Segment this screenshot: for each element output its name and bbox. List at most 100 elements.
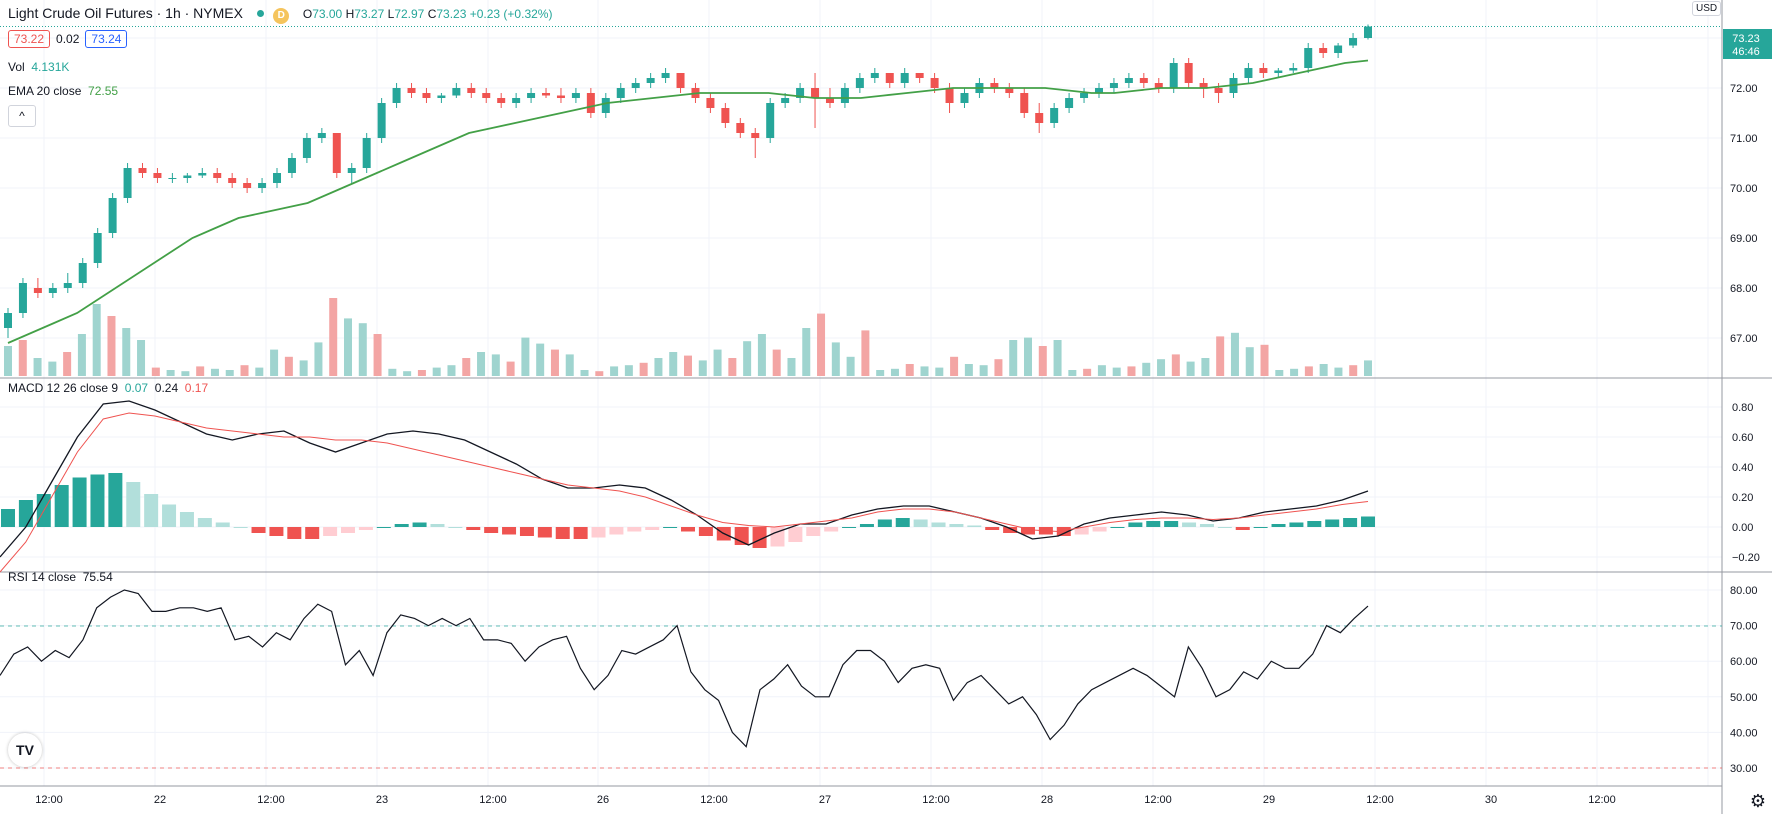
candle-body: [1349, 38, 1358, 46]
candle-body: [108, 198, 117, 233]
volume-bar: [772, 349, 781, 376]
volume-bar: [48, 361, 57, 376]
macd-histogram-bar: [430, 524, 445, 527]
candle-body: [512, 98, 521, 103]
macd-histogram-bar: [394, 524, 409, 527]
candle-body: [273, 173, 282, 183]
candle-body: [1259, 68, 1268, 73]
volume-bar: [846, 356, 855, 376]
candle-body: [48, 288, 57, 293]
volume-bar: [979, 365, 988, 376]
rsi-tick-label: 40.00: [1730, 727, 1758, 739]
rsi-tick-label: 70.00: [1730, 621, 1758, 633]
volume-bar: [1290, 368, 1299, 376]
candle-body: [482, 93, 491, 98]
volume-bar: [447, 365, 456, 376]
candle-body: [855, 78, 864, 88]
volume-bar: [1260, 344, 1269, 376]
candle-body: [497, 98, 506, 103]
volume-bar: [1068, 370, 1077, 376]
candle-body: [78, 263, 87, 283]
volume-bar: [817, 313, 826, 376]
macd-tick-label: 0.80: [1732, 402, 1753, 414]
volume-bar: [861, 330, 870, 376]
volume-bar: [1112, 367, 1121, 376]
volume-bar: [654, 358, 663, 376]
bid-price[interactable]: 73.22: [8, 30, 51, 48]
macd-legend[interactable]: MACD 12 26 close 9 0.07 0.24 0.17: [8, 381, 209, 395]
macd-histogram-bar: [1361, 516, 1375, 527]
price-axis: 72.00 71.00 70.00 69.00 68.00 67.00: [1730, 83, 1758, 345]
candle-body: [766, 103, 775, 138]
volume-series: [4, 298, 1372, 376]
volume-bar: [713, 349, 722, 376]
volume-bar: [137, 340, 146, 376]
time-tick-label: 12:00: [922, 794, 950, 806]
macd-histogram-bar: [645, 527, 660, 530]
candle-body: [1080, 93, 1089, 98]
volume-legend[interactable]: Vol 4.131K: [8, 60, 70, 74]
candle-body: [1094, 88, 1103, 93]
macd-histogram-bar: [985, 527, 1000, 530]
candle-body: [542, 93, 551, 96]
volume-bar: [477, 352, 486, 376]
candle-body: [586, 93, 595, 113]
tradingview-logo-icon[interactable]: TV: [8, 733, 42, 767]
macd-histogram-bar: [287, 527, 302, 539]
macd-histogram-bar: [537, 527, 552, 538]
candle-body: [811, 88, 820, 98]
macd-tick-label: 0.40: [1732, 462, 1753, 474]
macd-axis: 0.80 0.60 0.40 0.20 0.00 −0.20: [1732, 402, 1760, 564]
macd-histogram-bar: [1, 509, 15, 527]
volume-bar: [1142, 362, 1151, 376]
time-tick-label: 12:00: [1144, 794, 1172, 806]
macd-histogram-bar: [72, 477, 87, 527]
candle-body: [870, 73, 879, 78]
candle-body: [960, 93, 969, 103]
candle-body: [915, 73, 924, 78]
volume-bar: [565, 354, 574, 376]
macd-histogram-bar: [1343, 518, 1358, 527]
volume-bar: [1201, 358, 1210, 376]
candle-body: [900, 73, 909, 83]
candle-body: [1364, 26, 1372, 38]
macd-histogram-bar: [412, 522, 427, 527]
price-tick-label: 68.00: [1730, 283, 1758, 295]
volume-bar: [240, 365, 249, 376]
macd-histogram-bar: [895, 518, 910, 527]
macd-histogram-bar: [341, 527, 355, 533]
ema-legend[interactable]: EMA 20 close 72.55: [8, 84, 119, 98]
candle-body: [407, 88, 416, 93]
volume-bar: [1171, 354, 1180, 376]
symbol-title[interactable]: Light Crude Oil Futures · 1h · NYMEX: [8, 5, 243, 21]
macd-histogram-bar: [627, 527, 642, 532]
candle-body: [243, 183, 252, 188]
macd-histogram-bar: [1146, 521, 1161, 527]
macd-histogram-bar: [806, 527, 821, 536]
price-tick-label: 67.00: [1730, 333, 1758, 345]
settings-gear-icon[interactable]: ⚙: [1749, 791, 1766, 811]
volume-bar: [994, 359, 1003, 376]
volume-bar: [950, 356, 959, 376]
volume-bar: [905, 364, 914, 376]
candle-body: [422, 93, 431, 98]
symbol-legend: Light Crude Oil Futures · 1h · NYMEX D O…: [8, 5, 552, 24]
ohlc-values: O73.00 H73.27 L72.97 C73.23 +0.23 (+0.32…: [302, 7, 553, 21]
candle-body: [527, 93, 536, 98]
candle-body: [452, 88, 461, 96]
macd-histogram-bar: [358, 527, 373, 530]
volume-bar: [1230, 332, 1239, 376]
volume-bar: [684, 355, 692, 376]
currency-selector[interactable]: USD: [1692, 1, 1722, 16]
collapse-legend-button[interactable]: ^: [8, 105, 36, 127]
macd-histogram-bar: [931, 522, 946, 527]
volume-bar: [1186, 361, 1195, 376]
volume-bar: [669, 352, 678, 376]
macd-histogram-bar: [305, 527, 320, 539]
ask-price[interactable]: 73.24: [85, 30, 128, 48]
candle-body: [362, 138, 371, 168]
rsi-legend[interactable]: RSI 14 close 75.54: [8, 570, 113, 584]
candle-body: [661, 73, 670, 78]
macd-histogram-bar: [1056, 527, 1071, 536]
